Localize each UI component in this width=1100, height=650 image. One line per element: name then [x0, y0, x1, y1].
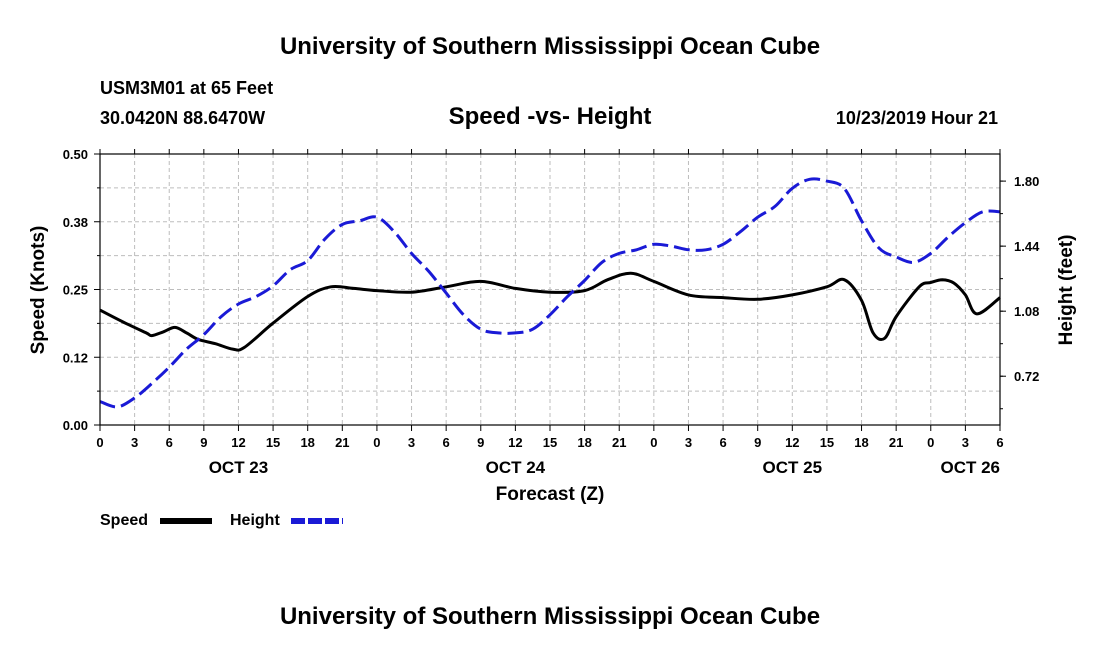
- chart-title: Speed -vs- Height: [449, 103, 652, 130]
- x-tick-label: 3: [962, 435, 969, 450]
- y-axis-left: 0.00 0.12 0.25 0.38 0.50: [63, 147, 100, 433]
- x-tick-label: 6: [166, 435, 173, 450]
- x-tick-label: 18: [300, 435, 314, 450]
- x-tick-label: 0: [373, 435, 380, 450]
- x-tick-label: 6: [996, 435, 1003, 450]
- x-tick-label: 0: [96, 435, 103, 450]
- x-tick-label: 21: [612, 435, 626, 450]
- x-tick-label: 21: [889, 435, 903, 450]
- x-tick-label: 0: [650, 435, 657, 450]
- x-tick-label: 6: [719, 435, 726, 450]
- legend: Speed Height: [100, 512, 343, 529]
- date-label: OCT 24: [486, 458, 546, 477]
- x-axis: 0 3 6 9 12 15 18 21 0 3 6 9 12 15 18 21 0 3 6 9 12 15 18 21 0 3 6: [96, 149, 1004, 450]
- date-label: OCT 25: [763, 458, 823, 477]
- x-tick-label: 6: [443, 435, 450, 450]
- y-tick-label-left: 0.50: [63, 147, 88, 162]
- date-labels: OCT 23 OCT 24 OCT 25 OCT 26: [209, 458, 1000, 477]
- x-tick-label: 3: [685, 435, 692, 450]
- x-tick-label: 12: [508, 435, 522, 450]
- x-tick-label: 12: [231, 435, 245, 450]
- date-label: OCT 26: [940, 458, 1000, 477]
- x-tick-label: 3: [131, 435, 138, 450]
- legend-height-label: Height: [230, 512, 280, 529]
- y-tick-label-right: 1.08: [1014, 304, 1039, 319]
- x-tick-label: 3: [408, 435, 415, 450]
- x-tick-label: 9: [754, 435, 761, 450]
- y-tick-label-right: 0.72: [1014, 369, 1039, 384]
- x-tick-label: 15: [543, 435, 557, 450]
- grid-lines: [100, 154, 1000, 425]
- page-title-top: University of Southern Mississippi Ocean…: [280, 33, 820, 60]
- x-tick-label: 21: [335, 435, 349, 450]
- x-tick-label: 15: [266, 435, 280, 450]
- forecast-timestamp: 10/23/2019 Hour 21: [836, 108, 998, 128]
- x-tick-label: 9: [200, 435, 207, 450]
- y-tick-label-left: 0.38: [63, 215, 88, 230]
- y-tick-label-left: 0.12: [63, 350, 88, 365]
- x-tick-label: 18: [854, 435, 868, 450]
- x-tick-label: 15: [820, 435, 834, 450]
- y-tick-label-left: 0.00: [63, 418, 88, 433]
- x-tick-label: 9: [477, 435, 484, 450]
- height-series-line: [99, 177, 1001, 409]
- x-tick-label: 12: [785, 435, 799, 450]
- x-tick-label: 18: [577, 435, 591, 450]
- x-tick-label: 0: [927, 435, 934, 450]
- y-axis-right-title: Height (feet): [1056, 235, 1077, 346]
- page-title-bottom: University of Southern Mississippi Ocean…: [280, 603, 820, 630]
- plot-series: [99, 177, 1001, 409]
- coordinates-label: 30.0420N 88.6470W: [100, 108, 265, 128]
- y-tick-label-right: 1.80: [1014, 174, 1039, 189]
- y-tick-label-right: 1.44: [1014, 239, 1040, 254]
- station-label: USM3M01 at 65 Feet: [100, 78, 273, 98]
- y-tick-label-left: 0.25: [63, 283, 88, 298]
- y-axis-right: 0.72 1.08 1.44 1.80: [1000, 174, 1040, 410]
- y-axis-left-title: Speed (Knots): [28, 226, 49, 355]
- legend-speed-label: Speed: [100, 512, 148, 529]
- date-label: OCT 23: [209, 458, 269, 477]
- x-axis-title: Forecast (Z): [496, 484, 605, 505]
